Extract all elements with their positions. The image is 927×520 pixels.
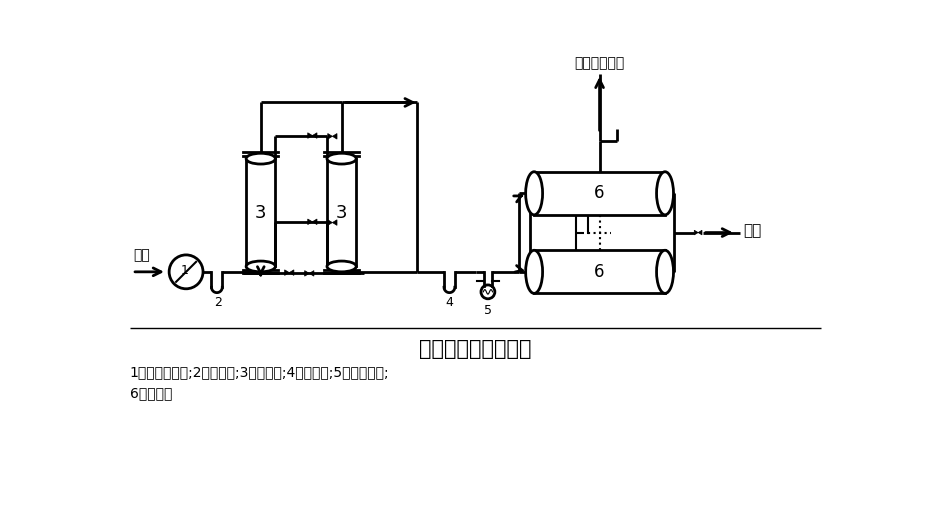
Polygon shape [697, 230, 701, 235]
Text: 6一膜组件: 6一膜组件 [130, 386, 172, 400]
Polygon shape [309, 270, 313, 276]
Text: 氮气: 氮气 [743, 224, 761, 239]
Ellipse shape [655, 250, 673, 293]
Polygon shape [304, 270, 309, 276]
Text: 1: 1 [181, 264, 188, 277]
Text: 2: 2 [214, 296, 222, 309]
Bar [534, 250, 665, 293]
Ellipse shape [246, 261, 275, 272]
Polygon shape [289, 270, 294, 276]
Polygon shape [308, 219, 312, 225]
Polygon shape [693, 230, 697, 235]
Text: 3: 3 [336, 203, 347, 222]
Bar [246, 159, 275, 266]
Ellipse shape [525, 250, 542, 293]
Ellipse shape [525, 172, 542, 215]
Text: 4: 4 [445, 296, 453, 309]
Polygon shape [327, 134, 332, 139]
Text: 空气: 空气 [133, 249, 150, 263]
Ellipse shape [246, 153, 275, 164]
Ellipse shape [326, 153, 356, 164]
Polygon shape [327, 220, 332, 225]
Text: 富氧气体放空: 富氧气体放空 [574, 56, 624, 70]
Text: 6: 6 [593, 263, 604, 281]
Text: 5: 5 [483, 304, 491, 317]
Text: 6: 6 [593, 184, 604, 202]
Polygon shape [332, 220, 337, 225]
Bar [534, 172, 665, 215]
Polygon shape [312, 219, 317, 225]
Polygon shape [332, 134, 337, 139]
Text: 3: 3 [255, 203, 266, 222]
Polygon shape [285, 270, 289, 276]
Ellipse shape [655, 172, 673, 215]
Text: 膜分离制氮工艺流程: 膜分离制氮工艺流程 [419, 339, 531, 359]
Bar [326, 159, 356, 266]
Polygon shape [312, 133, 317, 138]
Polygon shape [308, 133, 312, 138]
Ellipse shape [326, 261, 356, 272]
Text: 1一空气压缩机;2一过滤器;3一干燥机;4一过滤器;5一电加热器;: 1一空气压缩机;2一过滤器;3一干燥机;4一过滤器;5一电加热器; [130, 365, 389, 379]
